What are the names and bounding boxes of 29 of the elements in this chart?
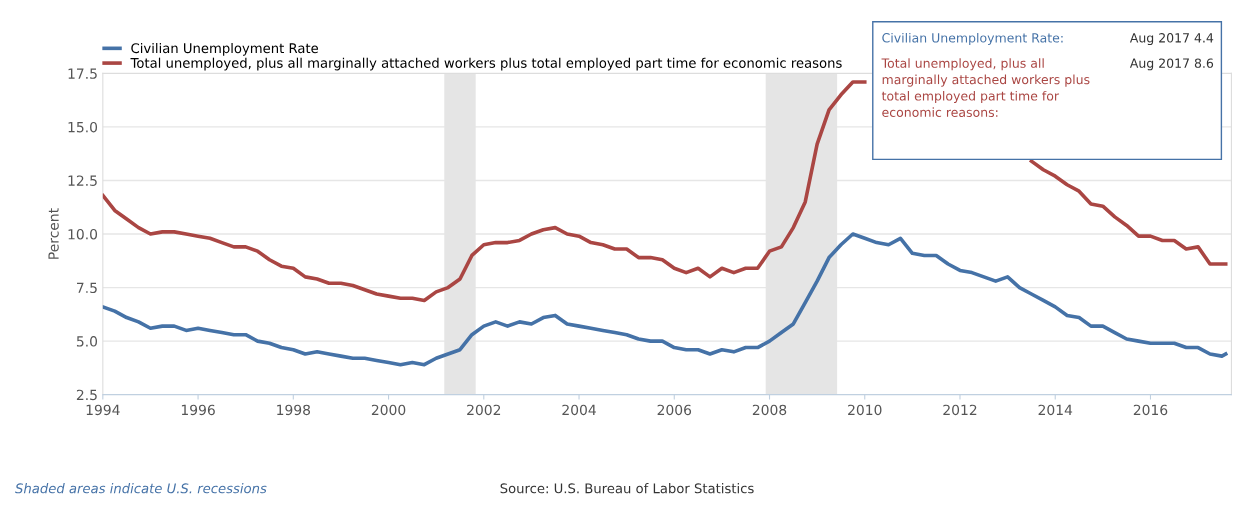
x-tick-label: 2012 bbox=[943, 404, 977, 416]
y-tick-label: 12.5 bbox=[68, 175, 97, 186]
y-tick-label: 15.0 bbox=[68, 121, 98, 133]
x-tick-label: 2014 bbox=[1038, 404, 1073, 416]
text: Civilian Unemployment Rate: bbox=[882, 32, 1063, 45]
x-tick-label: 2006 bbox=[657, 404, 692, 416]
x-tick-label: 2000 bbox=[371, 404, 406, 416]
line-series bbox=[102, 232, 1228, 367]
source-note: Source: U.S. Bureau of Labor Statistics bbox=[500, 483, 754, 494]
y-tick-label: 7.5 bbox=[77, 282, 97, 294]
x-tick-label: 2002 bbox=[467, 404, 501, 416]
text: Aug 2017 4.4 bbox=[1129, 33, 1214, 45]
y-tick-label: 5.0 bbox=[76, 336, 98, 347]
y-tick-label: 10.0 bbox=[68, 228, 98, 240]
legend-label: Civilian Unemployment Rate bbox=[131, 42, 319, 56]
y-axis-title: Percent bbox=[48, 208, 59, 259]
x-tick-label: 2008 bbox=[752, 404, 787, 416]
x-tick-label: 2010 bbox=[848, 404, 882, 416]
x-tick-label: 1994 bbox=[86, 404, 120, 416]
text: Shaded areas indicate U.S. recessions bbox=[15, 483, 267, 494]
x-tick-label: 2016 bbox=[1133, 404, 1168, 416]
series-label: Total unemployed, plus all marginally attached workers plus total employed part time for economic reasons bbox=[130, 57, 842, 71]
text: Aug 2017 8.6 bbox=[1129, 58, 1214, 71]
y-tick-label: 2.5 bbox=[76, 389, 97, 401]
x-tick-label: 2004 bbox=[562, 404, 596, 416]
annotation: Total unemployed, plus all marginally attached workers plus total employed part time for economic reasons: bbox=[881, 58, 1090, 117]
y-tick-label: 17.5 bbox=[68, 68, 97, 79]
x-tick-label: 1998 bbox=[277, 404, 311, 416]
x-tick-label: 1996 bbox=[181, 404, 215, 416]
